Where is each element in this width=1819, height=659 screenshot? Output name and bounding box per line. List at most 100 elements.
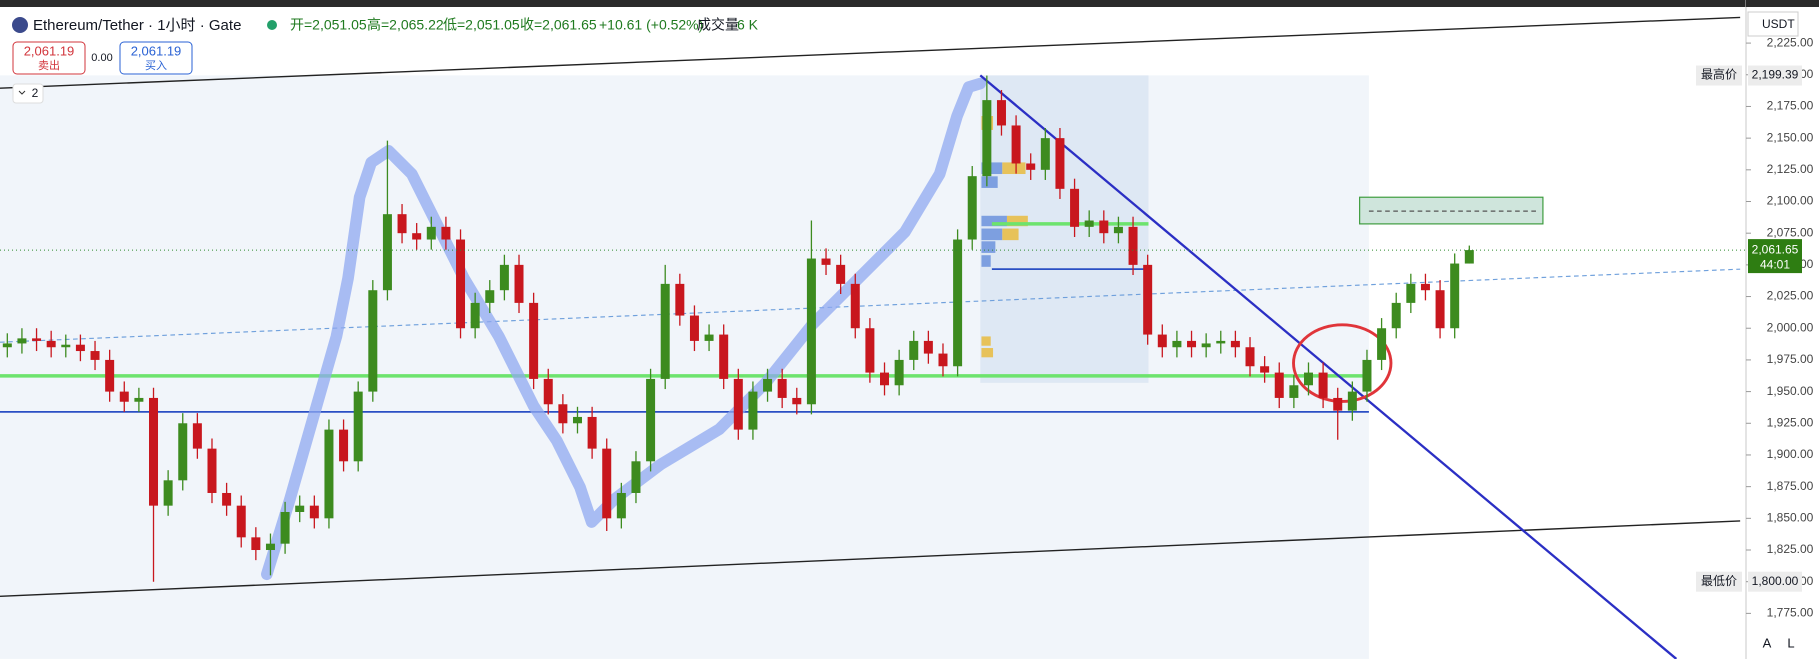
y-tick-label: 1,850.00 xyxy=(1767,511,1814,525)
candle-body xyxy=(748,391,758,430)
y-tick-label: 2,000.00 xyxy=(1767,320,1814,334)
candle-body xyxy=(514,264,524,303)
scale-button[interactable]: L xyxy=(1787,635,1794,650)
candle-body xyxy=(572,416,582,424)
buy-button[interactable]: 2,061.19 买入 xyxy=(119,41,193,75)
candle-body xyxy=(368,290,378,392)
buy-box[interactable] xyxy=(119,41,193,75)
candle-body xyxy=(953,239,963,367)
y-tick-label: 1,950.00 xyxy=(1767,384,1814,398)
candle-body xyxy=(207,448,217,493)
candle-body xyxy=(1362,359,1372,392)
candle-body xyxy=(61,344,71,348)
candle-body xyxy=(660,283,670,379)
candle-body xyxy=(1333,397,1343,411)
candle-body xyxy=(982,100,992,177)
candle-body xyxy=(602,448,612,519)
candle-body xyxy=(558,404,568,424)
candle-body xyxy=(996,100,1006,126)
header-item: 低=2,051.05 xyxy=(443,17,520,33)
layers-box[interactable] xyxy=(12,83,44,104)
marker-title-bg xyxy=(1696,65,1742,86)
header-item: 高=2,065.22 xyxy=(367,17,444,33)
candle-body xyxy=(324,429,334,519)
candle-body xyxy=(178,423,188,481)
last-price-tag xyxy=(1748,239,1802,274)
highlight-circle xyxy=(1292,323,1393,403)
candle-body xyxy=(587,416,597,449)
candle-body xyxy=(1201,343,1211,348)
header-item: 成交量 xyxy=(697,17,739,33)
candle-body xyxy=(1347,391,1357,411)
candle-body xyxy=(485,290,495,303)
marker-tag xyxy=(1748,65,1802,86)
target-box xyxy=(1359,196,1544,225)
price-axis xyxy=(1746,0,1819,659)
candle-body xyxy=(1245,347,1255,367)
y-tick-label: 1,825.00 xyxy=(1767,542,1814,556)
candle-body xyxy=(529,302,539,379)
candle-body xyxy=(880,372,890,386)
candle-body xyxy=(719,334,729,379)
profile-bar xyxy=(981,255,991,267)
candle-body xyxy=(938,353,948,367)
y-tick-label: 2,075.00 xyxy=(1767,225,1814,239)
candle-body xyxy=(222,492,232,506)
candle-body xyxy=(763,378,773,392)
candle-body xyxy=(923,340,933,354)
currency-box[interactable] xyxy=(1747,11,1799,37)
candle-body xyxy=(1143,264,1153,335)
sell-label: 卖出 xyxy=(38,58,60,72)
header-item: 6 K xyxy=(737,17,759,33)
candle-body xyxy=(397,214,407,234)
profile-bar xyxy=(981,228,1003,241)
candle-body xyxy=(1187,340,1197,348)
candle-body xyxy=(1450,263,1460,329)
candle-body xyxy=(821,258,831,265)
candle-body xyxy=(236,505,246,538)
candle-body xyxy=(265,543,275,551)
candle-body xyxy=(163,480,173,506)
candle-body xyxy=(1391,302,1401,329)
candle-body xyxy=(1377,328,1387,360)
candle-body xyxy=(777,378,787,398)
sell-button[interactable]: 2,061.19 卖出 xyxy=(12,41,86,75)
channel-line xyxy=(0,520,1741,597)
candle-body xyxy=(149,397,159,506)
hand-drawing xyxy=(261,77,987,581)
sell-box[interactable] xyxy=(12,41,86,75)
layers-toggle[interactable]: 2 xyxy=(12,83,44,104)
scale-button[interactable]: A xyxy=(1763,635,1772,650)
candle-body xyxy=(75,344,85,352)
y-tick-label: 1,975.00 xyxy=(1767,352,1814,366)
candle-body xyxy=(1157,334,1167,348)
candle-body xyxy=(1113,226,1123,234)
candle-body xyxy=(1303,372,1313,386)
y-tick-label: 1,775.00 xyxy=(1767,606,1814,620)
profile-bar xyxy=(1002,162,1026,175)
candle-body xyxy=(1406,283,1416,303)
spread: 0.00 xyxy=(91,52,112,64)
candle-body xyxy=(339,429,349,462)
candle-body xyxy=(412,233,422,240)
candle-body xyxy=(865,328,875,373)
countdown: 44:01 xyxy=(1760,257,1790,271)
candle-body xyxy=(1230,340,1240,348)
title: Ethereum/Tether · 1小时 · Gate xyxy=(33,17,241,34)
last-price-label: 2,061.65 xyxy=(1752,242,1799,256)
candle-body xyxy=(17,338,27,344)
chevron xyxy=(18,90,26,95)
candle-body xyxy=(704,334,714,341)
candle-body xyxy=(1260,366,1270,373)
drawings xyxy=(0,16,1741,659)
candle-body xyxy=(134,397,144,402)
candle-body xyxy=(353,391,363,462)
coin-icon xyxy=(12,17,28,33)
candle-body xyxy=(1011,125,1021,164)
dashed-trend xyxy=(0,268,1741,343)
candle-body xyxy=(309,505,319,519)
y-tick-label: 1,900.00 xyxy=(1767,447,1814,461)
sell-price: 2,061.19 xyxy=(24,43,75,58)
y-tick-label: 2,150.00 xyxy=(1767,130,1814,144)
candle-body xyxy=(119,391,129,402)
